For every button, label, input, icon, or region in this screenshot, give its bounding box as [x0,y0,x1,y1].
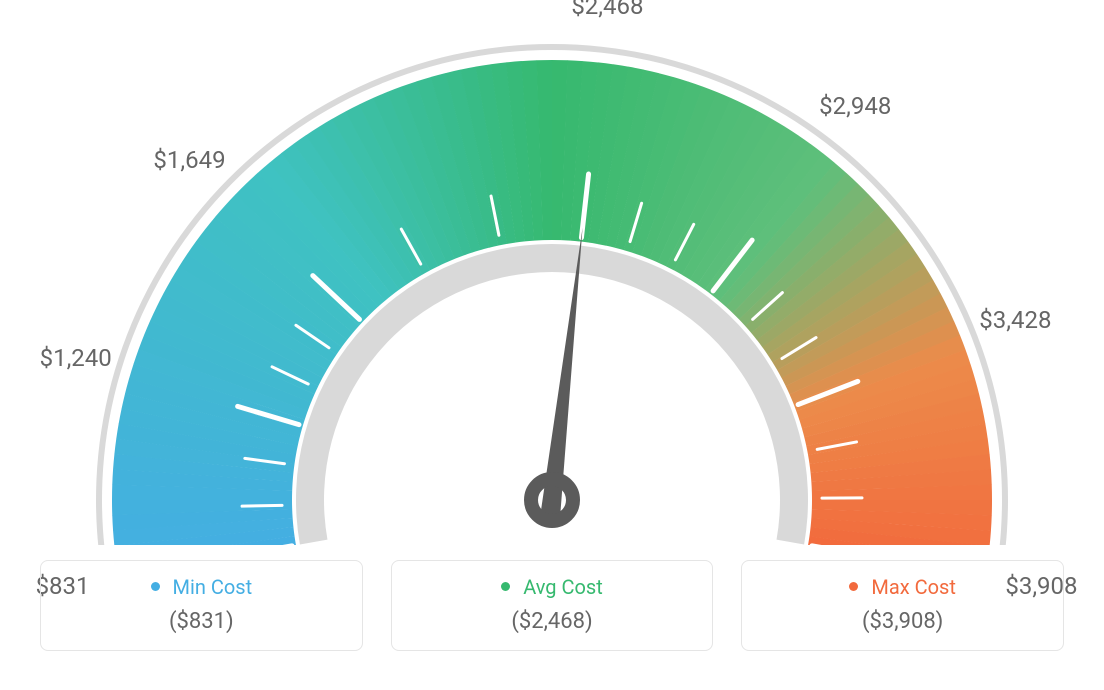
legend-value-avg: ($2,468) [402,609,703,634]
legend-title-text: Min Cost [173,575,253,599]
cost-gauge: $831$1,240$1,649$2,468$2,948$3,428$3,908 [0,0,1104,545]
dot-icon [151,582,160,591]
dot-icon [501,582,510,591]
gauge-tick-label: $1,240 [40,344,112,372]
legend-card-avg: Avg Cost ($2,468) [391,560,714,651]
legend-title-text: Max Cost [871,575,956,599]
legend-value-max: ($3,908) [752,609,1053,634]
legend-title-min: Min Cost [51,575,352,599]
gauge-tick-label: $3,428 [979,306,1051,334]
legend-card-min: Min Cost ($831) [40,560,363,651]
gauge-svg [0,0,1104,545]
gauge-tick-label: $2,468 [571,0,643,20]
legend-title-text: Avg Cost [523,575,603,599]
gauge-tick-label: $2,948 [819,92,891,120]
legend-title-avg: Avg Cost [402,575,703,599]
dot-icon [849,582,858,591]
legend-card-max: Max Cost ($3,908) [741,560,1064,651]
gauge-tick-label: $1,649 [153,146,225,174]
legend-title-max: Max Cost [752,575,1053,599]
legend-row: Min Cost ($831) Avg Cost ($2,468) Max Co… [40,560,1064,651]
legend-value-min: ($831) [51,609,352,634]
